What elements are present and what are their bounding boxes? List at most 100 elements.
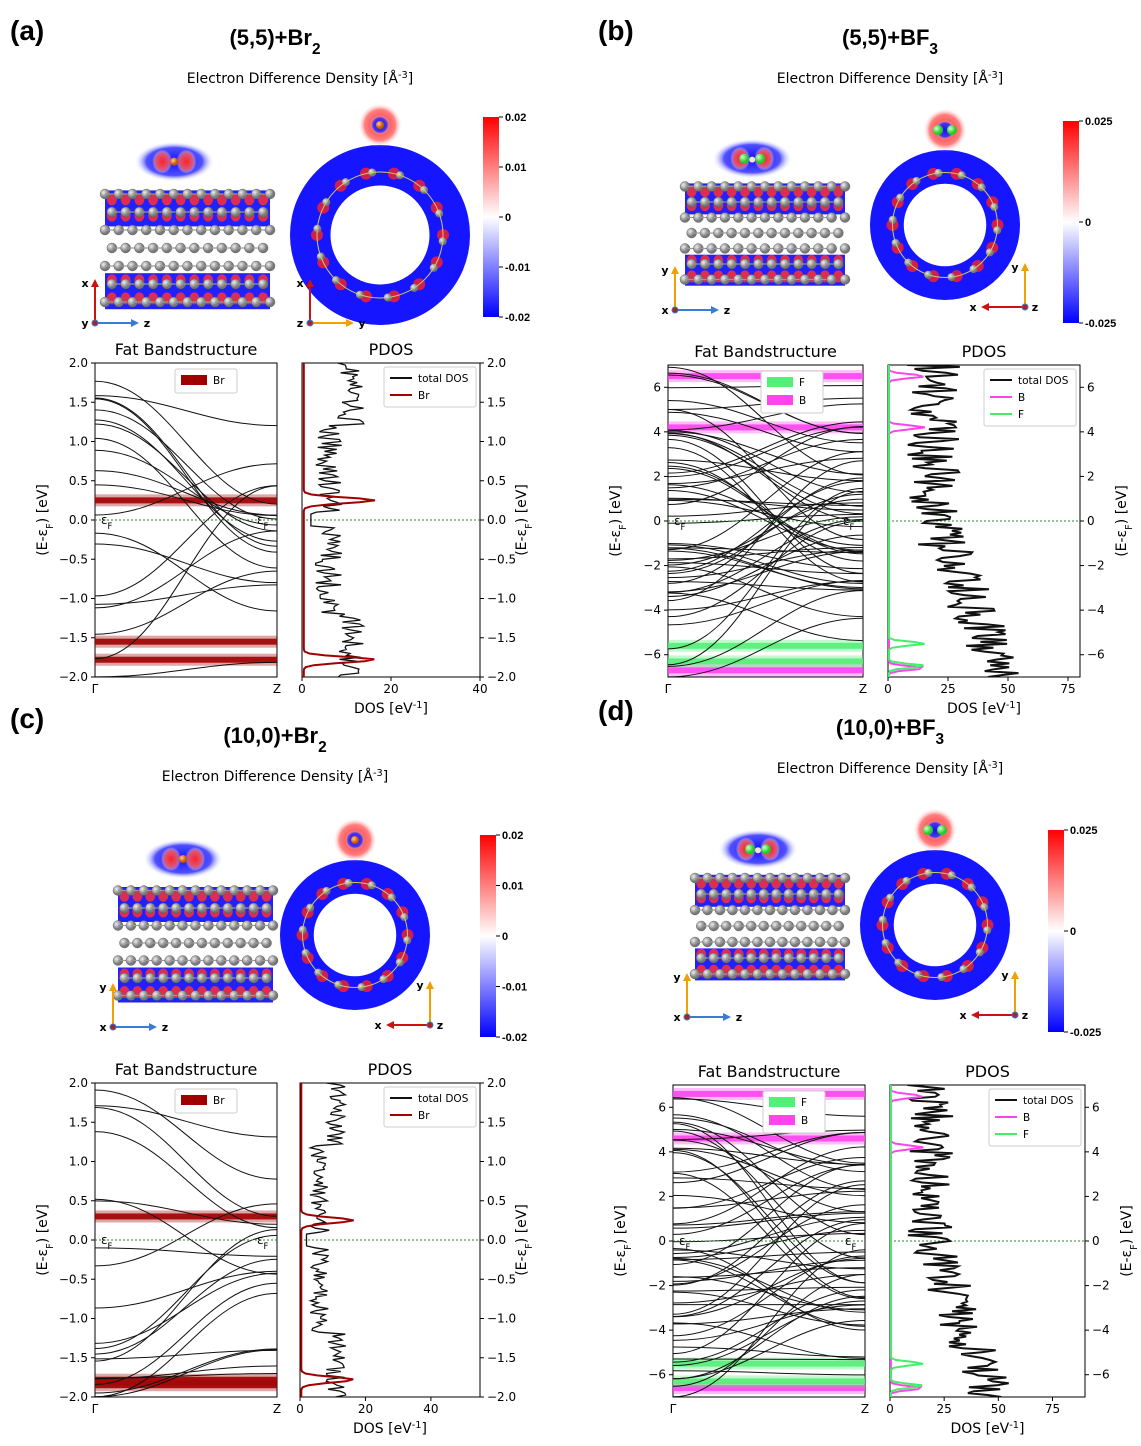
band-ylabel: (E-εF) [eV] (613, 1205, 634, 1277)
band-line (95, 584, 277, 605)
band-line (95, 1270, 277, 1309)
fermi-label-left: εF (101, 513, 113, 531)
carbon-atom (839, 968, 851, 980)
axis-arrowhead (386, 1021, 394, 1029)
axis-dot (306, 319, 314, 327)
side-view-structure (689, 829, 851, 981)
band-line (673, 1211, 865, 1226)
carbon-atom (264, 296, 276, 308)
band-legend: Br (174, 368, 238, 394)
pdos-legend-label: Br (418, 390, 430, 402)
band-line (95, 1106, 277, 1217)
panel-d: (d) (10,0)+BF3 Electron Difference Density… (598, 695, 1140, 1437)
axis-dot (671, 306, 679, 314)
pdos-curves (890, 1085, 1085, 1397)
band-line (668, 502, 863, 517)
band-xtick-label: Γ (670, 1402, 677, 1416)
carbon-atom (826, 243, 837, 254)
band-ytick-label: −1.0 (59, 1312, 88, 1326)
projected-dos-curve (888, 365, 925, 677)
band-ytick-label: 2 (653, 469, 661, 483)
band-line (95, 1200, 277, 1225)
band-ytick-label: 2.0 (69, 356, 88, 370)
pdos-ytick-label: −2.0 (487, 670, 516, 684)
band-xtick-label: Z (273, 1402, 281, 1416)
band-line (668, 493, 863, 574)
band-line (95, 1349, 277, 1360)
pdos-legend: total DOS BF (988, 1088, 1082, 1147)
pdos-ytick-label: 0.5 (487, 474, 506, 488)
band-line (668, 490, 863, 666)
band-line (668, 438, 863, 574)
molecule-density-pos (176, 149, 197, 174)
band-line (668, 580, 863, 626)
band-line (673, 1194, 865, 1224)
band-ytick-label: −1.5 (59, 1351, 88, 1365)
band-line (668, 425, 863, 506)
pdos-legend-label: B (1023, 1112, 1030, 1124)
band-line (673, 1346, 865, 1358)
pdos-legend-label: total DOS (418, 373, 469, 385)
band-line (668, 434, 863, 515)
band-legend-label: B (799, 395, 806, 407)
axis-label-vertical: y (1011, 261, 1018, 274)
molecule-density-neg (925, 820, 945, 840)
pdos-legend: total DOS Br (383, 1086, 477, 1128)
pdos-xtick-label: 75 (1045, 1402, 1060, 1416)
colorbar-tick-label: -0.02 (505, 312, 530, 324)
top-axes: x y z (296, 277, 365, 330)
pdos-xtick-label: 0 (886, 1402, 894, 1416)
carbon-atom (833, 196, 844, 208)
band-line (668, 461, 863, 562)
fat-band-f (668, 642, 863, 649)
pdos-plot-title: PDOS (965, 1062, 1010, 1081)
band-line (668, 547, 863, 554)
pdos-legend-label: total DOS (1023, 1095, 1074, 1107)
band-line (673, 1152, 865, 1284)
colorbar-tick-label: 0.025 (1070, 825, 1098, 837)
pdos-ytick-label: 0.0 (487, 1233, 506, 1247)
pdos-plot: PDOS 6 4 2 0 −2 −4 −6 0 25 50 75 DOS [eV-1] (E-εF) [e… (884, 342, 1134, 717)
molecule-density-pos (161, 847, 182, 871)
fat-bandstructure-plot: Fat Bandstructure 2.0 1.5 1.0 0.5 0.0 −0.5 −1.0… (35, 340, 281, 696)
axis-arrowhead (131, 319, 139, 327)
carbon-atom (833, 952, 844, 964)
band-xtick-label: Z (859, 682, 867, 696)
pdos-ytick-label: −2 (1087, 559, 1105, 573)
pdos-legend-label: total DOS (418, 1093, 469, 1105)
pdos-ytick-label: 1.5 (487, 1115, 506, 1129)
pdos-ytick-label: 0.5 (487, 1194, 506, 1208)
band-lines (95, 1089, 277, 1397)
panel-subtitle: Electron Difference Density [Å-3] (777, 760, 1003, 778)
bromine-atom (179, 855, 188, 863)
fluorine-atom (923, 825, 933, 835)
pdos-xtick-label: 0 (298, 682, 306, 696)
band-line (668, 431, 863, 475)
band-line (95, 1229, 277, 1362)
pdos-curves (302, 363, 480, 677)
boron-atom (755, 847, 761, 854)
fat-band-b (668, 424, 863, 431)
band-legend: Br (174, 1088, 238, 1114)
pdos-ytick-label: 0 (1087, 514, 1095, 528)
band-line (673, 1322, 865, 1359)
pdos-legend-label: F (1023, 1129, 1029, 1141)
axis-dot (91, 319, 99, 327)
bromine-atom (170, 157, 179, 166)
band-ytick-label: 2 (658, 1189, 666, 1203)
pdos-xlabel: DOS [eV-1] (947, 700, 1021, 718)
carbon-atom (839, 243, 851, 254)
band-line (668, 498, 863, 507)
band-line (673, 1259, 865, 1282)
band-line (673, 1172, 865, 1300)
pdos-ytick-label: −0.5 (487, 552, 516, 566)
pdos-xtick-label: 75 (1060, 682, 1075, 696)
pdos-ytick-label: −1.5 (487, 631, 516, 645)
band-legend-label: F (799, 377, 805, 389)
panel-subtitle: Electron Difference Density [Å-3] (162, 768, 388, 786)
fermi-label-left: εF (679, 1234, 691, 1252)
axis-arrowhead (971, 1011, 979, 1019)
carbon-atom (264, 188, 276, 200)
band-xtick-label: Z (273, 682, 281, 696)
